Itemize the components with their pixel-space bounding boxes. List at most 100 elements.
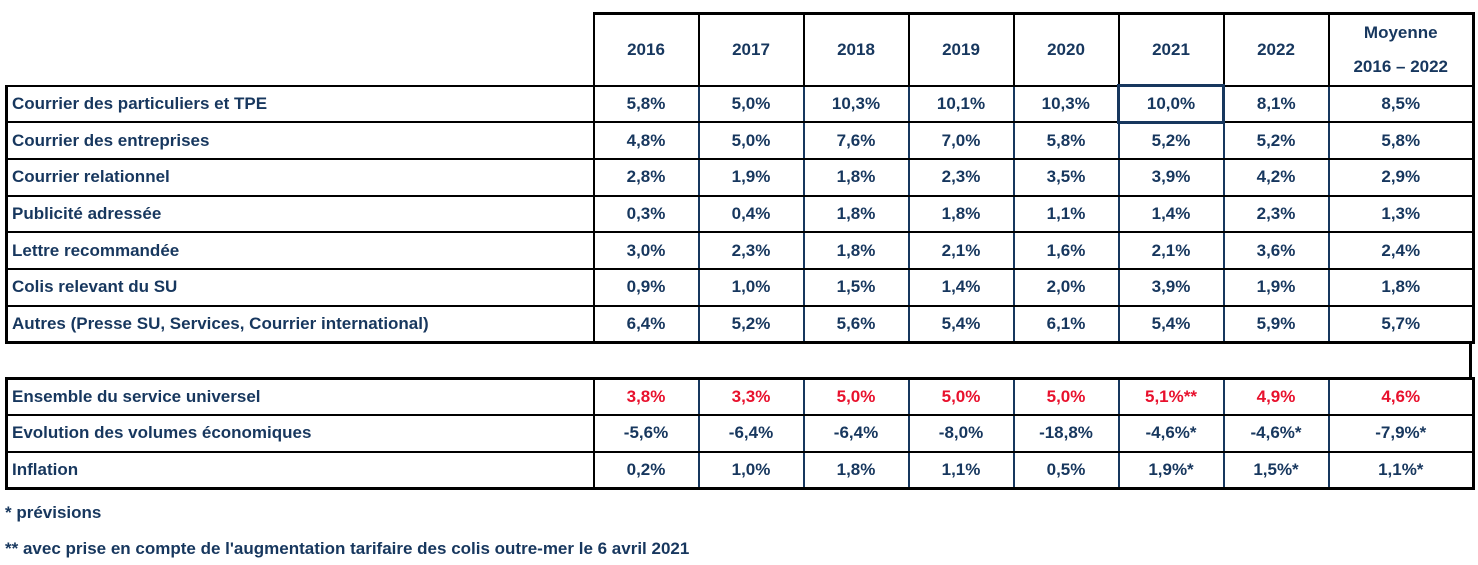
value-cell: 0,2% bbox=[592, 450, 700, 490]
value-cell: 7,6% bbox=[802, 121, 910, 160]
value-cell: 10,3% bbox=[802, 84, 910, 124]
value-cell: -18,8% bbox=[1012, 414, 1120, 453]
value-cell: 1,1% bbox=[907, 450, 1015, 490]
value-cell: 0,4% bbox=[697, 194, 805, 234]
value-cell: 1,8% bbox=[802, 157, 910, 197]
corner-cell bbox=[6, 13, 594, 87]
value-cell: 2,3% bbox=[697, 231, 805, 270]
value-cell: 5,2% bbox=[1117, 121, 1225, 160]
tariff-increase-table: 2016 2017 2018 2019 2020 2021 2022 Moyen… bbox=[5, 12, 1475, 344]
value-cell: -4,6%* bbox=[1222, 414, 1330, 453]
value-cell: 7,0% bbox=[907, 121, 1015, 160]
value-cell: 3,6% bbox=[1222, 231, 1330, 270]
value-cell: 3,5% bbox=[1012, 157, 1120, 197]
value-cell: 4,2% bbox=[1222, 157, 1330, 197]
year-column-header: 2021 bbox=[1117, 12, 1225, 87]
value-cell: -8,0% bbox=[907, 414, 1015, 453]
row-label: Colis relevant du SU bbox=[5, 267, 595, 307]
value-cell: 2,4% bbox=[1327, 231, 1475, 270]
value-cell: 1,8% bbox=[802, 194, 910, 234]
table-row: Ensemble du service universel 3,8% 3,3% 5,0… bbox=[5, 376, 1475, 416]
value-cell: 6,4% bbox=[592, 304, 700, 344]
value-cell: 4,8% bbox=[592, 121, 700, 160]
value-cell: 3,9% bbox=[1117, 267, 1225, 307]
value-cell: 0,5% bbox=[1012, 450, 1120, 490]
table-row: Courrier relationnel 2,8% 1,9% 1,8% 2,3% 3,5%… bbox=[5, 157, 1475, 197]
value-cell: 4,6% bbox=[1327, 376, 1475, 416]
value-cell: 1,8% bbox=[1327, 267, 1475, 307]
value-cell: 8,1% bbox=[1222, 84, 1330, 124]
value-cell: 5,9% bbox=[1222, 304, 1330, 344]
value-cell: -4,6%* bbox=[1117, 414, 1225, 453]
row-label: Evolution des volumes économiques bbox=[5, 414, 595, 453]
value-cell: 5,2% bbox=[697, 304, 805, 344]
average-header-line1: Moyenne bbox=[1363, 23, 1438, 43]
value-cell: 3,9% bbox=[1117, 157, 1225, 197]
table-gap-spacer bbox=[5, 343, 1472, 377]
value-cell: 5,6% bbox=[802, 304, 910, 344]
value-cell: 2,3% bbox=[1222, 194, 1330, 234]
row-label: Courrier des particuliers et TPE bbox=[5, 84, 595, 124]
value-cell: 1,8% bbox=[802, 450, 910, 490]
table-row: Courrier des entreprises 4,8% 5,0% 7,6% 7,0%… bbox=[5, 121, 1475, 160]
footnotes: * prévisions ** avec prise en compte de … bbox=[5, 503, 1478, 560]
value-cell: -6,4% bbox=[802, 414, 910, 453]
table-row: Autres (Presse SU, Services, Courrier in… bbox=[5, 304, 1475, 344]
value-cell: 5,1%** bbox=[1117, 376, 1225, 416]
value-cell: 5,8% bbox=[1327, 121, 1475, 160]
value-cell: 5,0% bbox=[697, 121, 805, 160]
table-row: Courrier des particuliers et TPE 5,8% 5,0%… bbox=[5, 84, 1475, 124]
value-cell: 5,4% bbox=[907, 304, 1015, 344]
value-cell: 3,3% bbox=[697, 376, 805, 416]
value-cell: 5,7% bbox=[1327, 304, 1475, 344]
year-column-header: 2018 bbox=[802, 12, 910, 87]
value-cell: 1,1% bbox=[1012, 194, 1120, 234]
value-cell: 1,8% bbox=[802, 231, 910, 270]
value-cell: 3,8% bbox=[592, 376, 700, 416]
value-cell: 1,6% bbox=[1012, 231, 1120, 270]
value-cell: 3,0% bbox=[592, 231, 700, 270]
header-row: 2016 2017 2018 2019 2020 2021 2022 Moyen… bbox=[6, 12, 1475, 87]
value-cell: 2,8% bbox=[592, 157, 700, 197]
footnote-colis-outre-mer: ** avec prise en compte de l'augmentatio… bbox=[5, 539, 690, 559]
value-cell: -6,4% bbox=[697, 414, 805, 453]
value-cell: 0,9% bbox=[592, 267, 700, 307]
value-cell: 1,5% bbox=[802, 267, 910, 307]
footnote-previsions: * prévisions bbox=[5, 502, 102, 522]
average-header-line2: 2016 – 2022 bbox=[1353, 56, 1449, 76]
value-cell: 10,3% bbox=[1012, 84, 1120, 124]
value-cell: 10,0% bbox=[1117, 84, 1225, 124]
value-cell: 1,4% bbox=[907, 267, 1015, 307]
value-cell: 1,8% bbox=[907, 194, 1015, 234]
service-universel-summary-table: Ensemble du service universel 3,8% 3,3% 5,0… bbox=[5, 376, 1475, 490]
row-label: Courrier relationnel bbox=[5, 157, 595, 197]
value-cell: 1,0% bbox=[697, 450, 805, 490]
value-cell: 1,4% bbox=[1117, 194, 1225, 234]
value-cell: 5,8% bbox=[592, 84, 700, 124]
row-label: Publicité adressée bbox=[5, 194, 595, 234]
value-cell: 5,0% bbox=[1012, 376, 1120, 416]
value-cell: 2,0% bbox=[1012, 267, 1120, 307]
average-column-header: Moyenne 2016 – 2022 bbox=[1327, 12, 1475, 87]
value-cell: 6,1% bbox=[1012, 304, 1120, 344]
value-cell: 5,0% bbox=[697, 84, 805, 124]
table-row: Evolution des volumes économiques -5,6% -6… bbox=[5, 414, 1475, 453]
row-label: Ensemble du service universel bbox=[5, 376, 595, 416]
value-cell: 2,9% bbox=[1327, 157, 1475, 197]
value-cell: 1,3% bbox=[1327, 194, 1475, 234]
value-cell: 2,3% bbox=[907, 157, 1015, 197]
value-cell: 5,0% bbox=[907, 376, 1015, 416]
value-cell: 2,1% bbox=[907, 231, 1015, 270]
value-cell: 5,2% bbox=[1222, 121, 1330, 160]
value-cell: 10,1% bbox=[907, 84, 1015, 124]
value-cell: 0,3% bbox=[592, 194, 700, 234]
value-cell: 2,1% bbox=[1117, 231, 1225, 270]
value-cell: 5,0% bbox=[802, 376, 910, 416]
value-cell: 8,5% bbox=[1327, 84, 1475, 124]
value-cell: -5,6% bbox=[592, 414, 700, 453]
value-cell: -7,9%* bbox=[1327, 414, 1475, 453]
value-cell: 1,9%* bbox=[1117, 450, 1225, 490]
value-cell: 1,1%* bbox=[1327, 450, 1475, 490]
table-row: Inflation 0,2% 1,0% 1,8% 1,1% 0,5% 1,9%* 1,5%* 1… bbox=[5, 450, 1475, 490]
